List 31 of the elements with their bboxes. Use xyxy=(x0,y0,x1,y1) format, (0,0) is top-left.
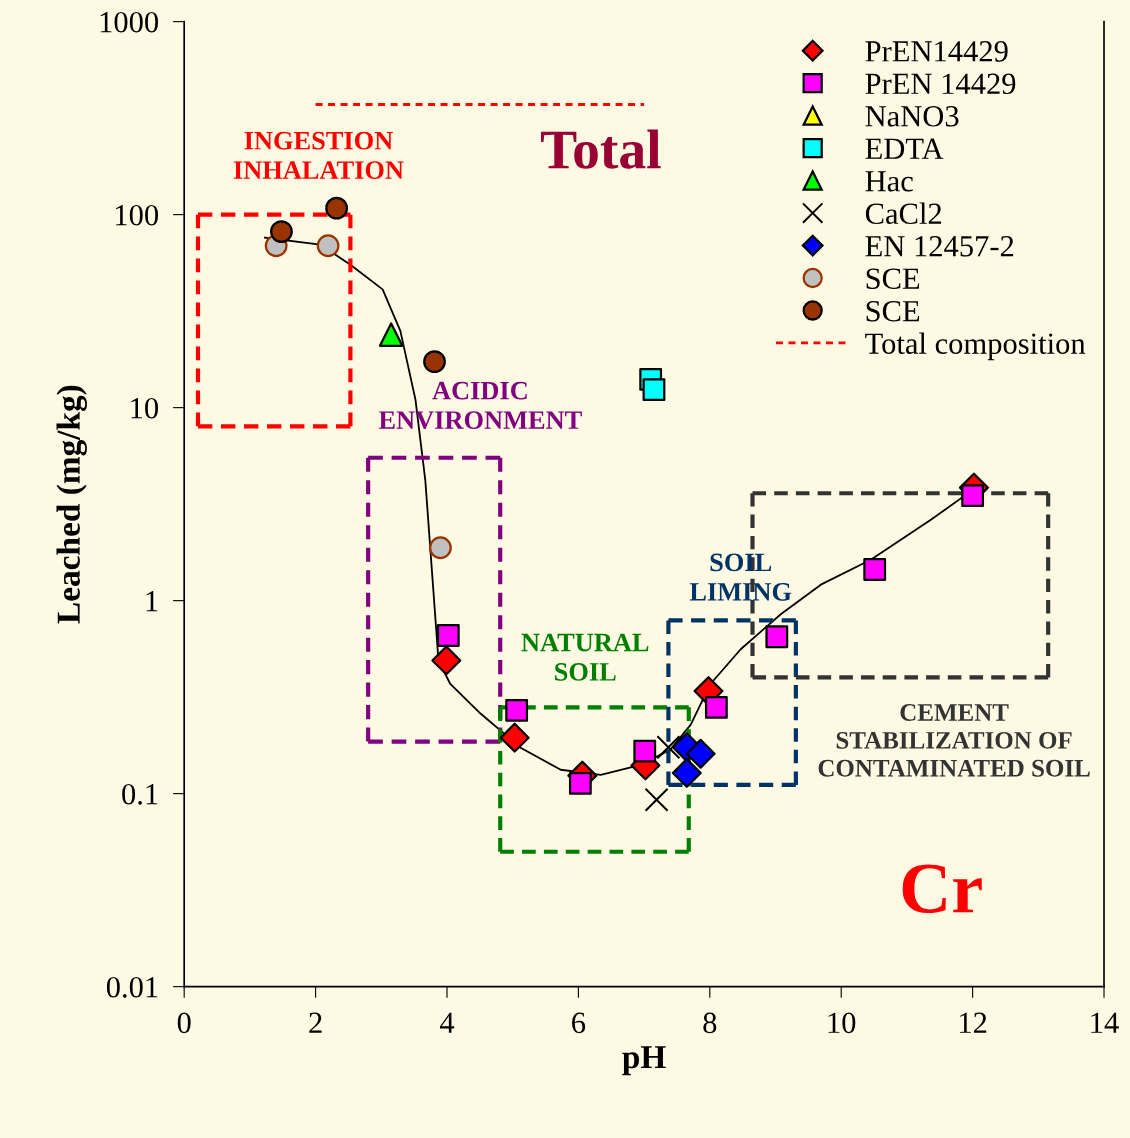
legend-label: EN 12457-2 xyxy=(865,235,1014,257)
x-tick-label: 2 xyxy=(309,1012,322,1033)
annotation: CEMENT STABILIZATION OF CONTAMINATED SOIL xyxy=(818,704,1090,777)
y-tick-label: 1 xyxy=(146,591,158,612)
y-tick-label: 0.1 xyxy=(122,783,158,805)
annotation: INGESTION INHALATION xyxy=(233,131,404,180)
legend-label: PrEN14429 xyxy=(865,41,1008,62)
legend-label: Hac xyxy=(865,171,913,192)
legend-label: CaCl2 xyxy=(865,202,942,225)
y-tick-label: 100 xyxy=(116,204,159,226)
y-tick-label: 10 xyxy=(131,397,159,419)
legend-label: SCE xyxy=(866,268,920,289)
legend-label: EDTA xyxy=(865,138,944,159)
annotation: NATURAL SOIL xyxy=(521,633,649,681)
legend-label: PrEN 14429 xyxy=(865,73,1016,95)
x-axis-title: pH xyxy=(622,1046,666,1076)
x-tick-label: 12 xyxy=(960,1012,987,1033)
legend-label: Total composition xyxy=(865,332,1086,361)
x-tick-label: 0 xyxy=(177,1012,191,1034)
y-tick-label: 1000 xyxy=(100,11,159,33)
y-tick-label: 0.01 xyxy=(106,976,158,998)
legend-label: SCE xyxy=(866,300,920,322)
x-tick-label: 6 xyxy=(572,1012,586,1034)
annotation: Total xyxy=(541,129,661,169)
annotation: Cr xyxy=(902,864,982,914)
x-tick-label: 14 xyxy=(1091,1012,1119,1033)
y-axis-title: Leached (mg/kg) xyxy=(56,385,87,624)
x-tick-label: 4 xyxy=(439,1012,455,1033)
x-tick-label: 10 xyxy=(828,1012,856,1034)
legend-label: NaNO3 xyxy=(865,106,959,127)
x-tick-label: 8 xyxy=(703,1012,717,1034)
